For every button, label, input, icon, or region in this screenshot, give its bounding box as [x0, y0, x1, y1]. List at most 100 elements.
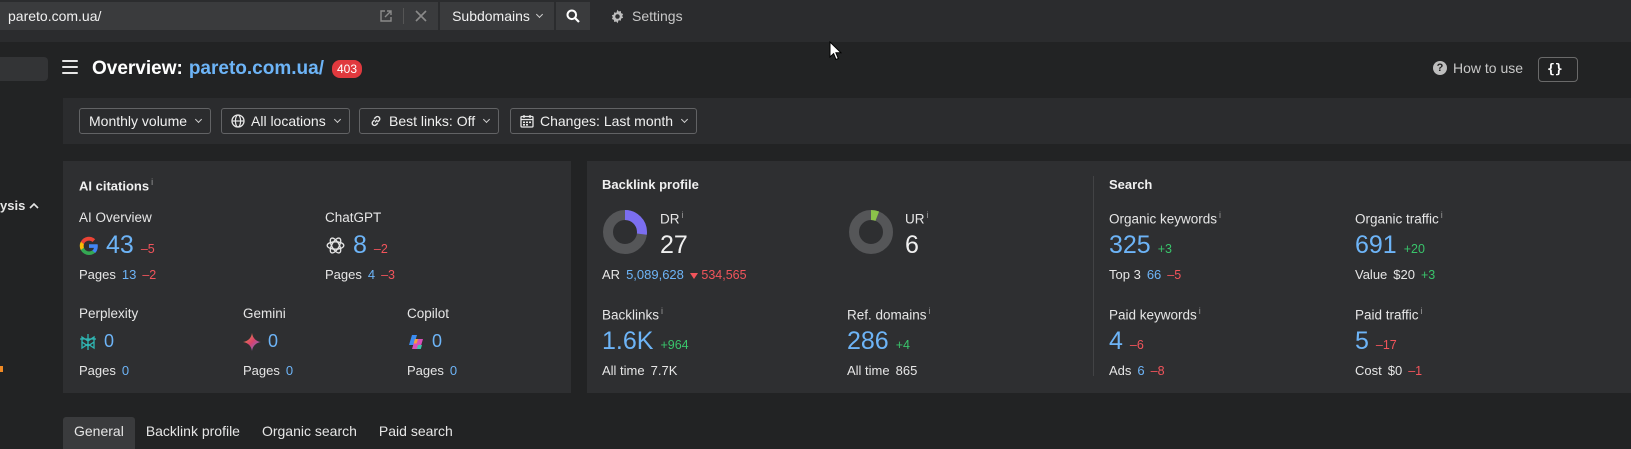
best-links-filter-label: Best links: Off — [389, 113, 476, 129]
chevron-down-icon — [535, 10, 543, 19]
settings-button[interactable]: Settings — [610, 2, 683, 30]
locations-filter[interactable]: All locations — [221, 108, 350, 134]
volume-filter[interactable]: Monthly volume — [79, 108, 212, 134]
organic-keywords-metric: 325 +3 — [1109, 231, 1172, 259]
ref-domains-label[interactable]: Ref. domains i — [847, 306, 931, 323]
sidebar-section-analysis[interactable]: ysis — [0, 198, 39, 213]
copilot-metric: 0 — [407, 331, 442, 352]
ai-overview-delta: –5 — [140, 242, 155, 256]
link-icon — [371, 115, 381, 127]
organic-traffic-value[interactable]: 691 — [1355, 231, 1397, 259]
ai-overview-pages-value[interactable]: 13 — [121, 267, 137, 282]
paid-keywords-value[interactable]: 4 — [1109, 327, 1123, 355]
ads-value[interactable]: 6 — [1137, 363, 1145, 378]
perplexity-value[interactable]: 0 — [104, 331, 115, 351]
divider — [403, 8, 404, 24]
tab-general[interactable]: General — [63, 417, 135, 449]
dr-label[interactable]: DR i — [660, 210, 684, 227]
tab-backlink-profile[interactable]: Backlink profile — [145, 423, 240, 439]
chatgpt-value[interactable]: 8 — [353, 231, 367, 259]
paid-keywords-label[interactable]: Paid keywords i — [1109, 306, 1201, 323]
ai-overview-label[interactable]: AI Overview — [79, 210, 152, 225]
ar-value[interactable]: 5,089,628 — [626, 267, 684, 282]
backlinks-label[interactable]: Backlinks i — [602, 306, 664, 323]
title-domain-link[interactable]: pareto.com.ua/ — [188, 58, 324, 79]
title-prefix: Overview: — [92, 58, 183, 79]
menu-icon[interactable] — [62, 60, 78, 74]
ai-overview-metric: 43 –5 — [79, 231, 155, 260]
paid-traffic-metric: 5 –17 — [1355, 327, 1397, 355]
ref-domains-metric: 286 +4 — [847, 327, 910, 356]
ai-citations-panel: AI citations i AI Overview 43 –5 Pages 13… — [63, 161, 571, 393]
subdomains-label: Subdomains — [452, 8, 530, 24]
settings-label: Settings — [632, 8, 683, 24]
copilot-pages-value[interactable]: 0 — [449, 363, 458, 378]
ai-overview-value[interactable]: 43 — [106, 231, 134, 259]
tab-organic-search[interactable]: Organic search — [261, 423, 357, 439]
google-icon — [79, 236, 98, 255]
organic-keywords-label[interactable]: Organic keywords i — [1109, 210, 1222, 227]
paid-keywords-metric: 4 –6 — [1109, 327, 1144, 355]
clear-icon[interactable] — [404, 2, 438, 30]
chatgpt-pages-value[interactable]: 4 — [367, 267, 376, 282]
organic-keywords-value[interactable]: 325 — [1109, 231, 1151, 259]
ai-overview-pages: Pages 13 –2 — [79, 267, 157, 282]
info-icon[interactable]: i — [151, 177, 154, 187]
search-button[interactable] — [556, 2, 590, 30]
info-icon[interactable]: i — [1198, 306, 1201, 316]
info-icon[interactable]: i — [1420, 306, 1423, 316]
search-icon — [566, 9, 580, 23]
api-button[interactable]: {} — [1538, 57, 1578, 82]
paid-traffic-label[interactable]: Paid traffic i — [1355, 306, 1423, 323]
search-title: Search — [1109, 177, 1153, 192]
chevron-down-icon — [483, 115, 491, 124]
gemini-pages-value[interactable]: 0 — [285, 363, 294, 378]
report-tabs: General Backlink profile Organic search … — [63, 417, 464, 449]
perplexity-pages-value[interactable]: 0 — [121, 363, 130, 378]
backlinks-value[interactable]: 1.6K — [602, 327, 654, 355]
url-text[interactable]: pareto.com.ua/ — [8, 8, 102, 24]
how-to-use-link[interactable]: ? How to use — [1433, 60, 1523, 76]
perplexity-label[interactable]: Perplexity — [79, 306, 139, 321]
dr-donut-chart — [603, 210, 647, 254]
chevron-up-icon — [29, 202, 39, 209]
copilot-value[interactable]: 0 — [432, 331, 443, 351]
open-external-icon[interactable] — [369, 2, 403, 30]
info-icon[interactable]: i — [926, 210, 929, 220]
subdomains-dropdown[interactable]: Subdomains — [440, 2, 554, 30]
sidebar-search-input[interactable] — [0, 57, 48, 81]
chatgpt-metric: 8 –2 — [325, 231, 388, 260]
ai-citations-title: AI citations i — [79, 177, 154, 194]
perplexity-pages: Pages 0 — [79, 363, 130, 378]
info-icon[interactable]: i — [1219, 210, 1222, 220]
changes-filter[interactable]: Changes: Last month — [510, 108, 698, 134]
ads-row: Ads 6 –8 — [1109, 363, 1165, 378]
copilot-label[interactable]: Copilot — [407, 306, 450, 321]
best-links-filter[interactable]: Best links: Off — [359, 108, 500, 134]
gemini-label[interactable]: Gemini — [243, 306, 286, 321]
globe-icon — [231, 114, 245, 128]
status-badge: 403 — [331, 60, 363, 78]
info-icon[interactable]: i — [661, 306, 664, 316]
paid-traffic-value[interactable]: 5 — [1355, 327, 1369, 355]
calendar-icon — [520, 115, 534, 128]
tab-paid-search[interactable]: Paid search — [378, 423, 453, 439]
info-icon[interactable]: i — [928, 306, 931, 316]
gemini-pages: Pages 0 — [243, 363, 294, 378]
top3-value[interactable]: 66 — [1146, 267, 1162, 282]
top-toolbar: pareto.com.ua/ Subdomains Settings — [0, 0, 1631, 61]
info-icon[interactable]: i — [1440, 210, 1443, 220]
ar-row: AR 5,089,628 534,565 — [602, 267, 747, 282]
gemini-value[interactable]: 0 — [268, 331, 279, 351]
organic-traffic-label[interactable]: Organic traffic i — [1355, 210, 1443, 227]
info-icon[interactable]: i — [681, 210, 684, 220]
ref-domains-value[interactable]: 286 — [847, 327, 889, 355]
copilot-icon — [409, 334, 423, 349]
url-input[interactable]: pareto.com.ua/ — [0, 2, 438, 30]
chevron-down-icon — [195, 115, 203, 124]
ur-label[interactable]: UR i — [905, 210, 929, 227]
sidebar-section-label: ysis — [0, 198, 26, 213]
help-icon: ? — [1433, 61, 1447, 75]
chatgpt-label[interactable]: ChatGPT — [325, 210, 382, 225]
top3-row: Top 3 66 –5 — [1109, 267, 1182, 282]
